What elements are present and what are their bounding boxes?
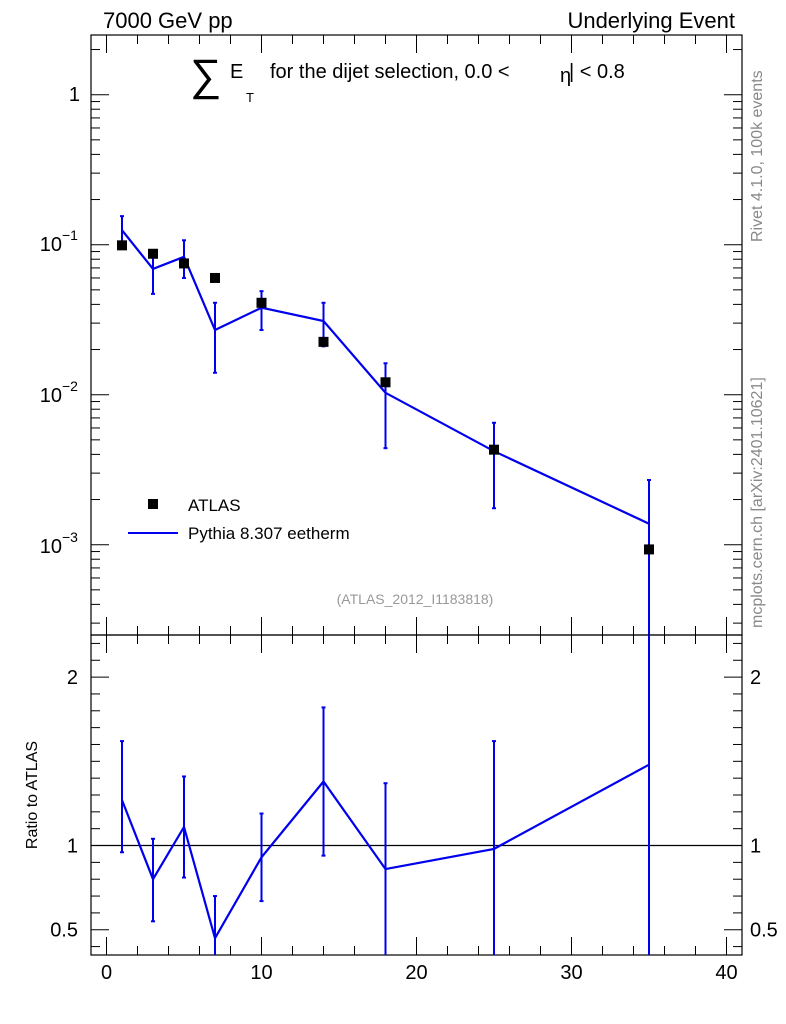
atlas-data-point [489,444,499,455]
y-tick-label-1e-3-exp: −3 [62,529,78,545]
legend-pythia-label: Pythia 8.307 eetherm [188,524,350,543]
mc-series-main [120,215,651,635]
main-y-tick-labels: 1 10 −1 10 −2 10 −3 [40,84,80,558]
y-tick-label-1e-2-base: 10 [40,385,62,407]
x-tick-label: 20 [405,962,427,984]
header-left: 7000 GeV pp [103,8,233,33]
y-tick-label-1e-2: 10 −2 [40,378,78,407]
ratio-y-tick-label-right: 1 [750,836,761,858]
ratio-axis-ticks [91,635,742,955]
y-tick-label-1e-3-base: 10 [40,536,62,558]
legend: ATLAS Pythia 8.307 eetherm [128,496,350,543]
main-axis-ticks [91,35,742,635]
y-tick-label-1e-1-exp: −1 [62,227,78,243]
x-tick-label: 40 [715,962,737,984]
plot-title: ∑ E T for the dijet selection, 0.0 < η |… [190,51,625,105]
atlas-data-point [117,240,127,251]
title-sum-symbol: ∑ [190,51,221,100]
y-tick-label-1: 1 [69,84,80,106]
y-tick-label-1e-1: 10 −1 [40,227,78,256]
atlas-data-series [117,240,654,555]
ratio-y-tick-label-left: 2 [67,667,78,689]
header-right: Underlying Event [567,8,735,33]
atlas-data-point [318,336,329,347]
ratio-panel-frame [90,634,743,956]
ratio-panel: 0.5 0.51 12 20 10 20 30 40 Ratio to ATLAS [24,634,778,984]
legend-atlas-marker [148,499,158,509]
y-tick-label-1e-3: 10 −3 [40,529,78,558]
ratio-y-tick-label-left: 0.5 [50,920,78,942]
title-eta-symbol: η [560,65,571,87]
atlas-data-point [380,377,391,388]
x-tick-label: 30 [560,962,582,984]
mc-ratio-series [120,635,650,955]
mcplots-label: mcplots.cern.ch [arXiv:2401.10621] [749,377,766,628]
x-tick-label: 10 [250,962,272,984]
atlas-data-point [179,258,189,269]
main-panel: 1 10 −1 10 −2 10 −3 ATLAS Pythia 8.307 e… [40,34,743,636]
atlas-data-point [210,272,220,283]
ratio-y-axis-label: Ratio to ATLAS [24,741,41,849]
atlas-data-point [148,248,158,259]
y-tick-label-1e-2-exp: −2 [62,378,78,394]
legend-atlas-label: ATLAS [188,496,241,515]
atlas-data-point [644,544,654,555]
rivet-version-label: Rivet 4.1.0, 100k events [749,70,766,242]
title-e: E [230,61,243,83]
title-sub-t: T [246,90,254,105]
atlas-data-point [256,297,267,308]
ratio-y-tick-label-right: 2 [750,667,761,689]
ratio-y-tick-label-left: 1 [67,836,78,858]
title-text-before-eta: for the dijet selection, 0.0 < [270,61,510,83]
analysis-id-label: (ATLAS_2012_I1183818) [337,591,494,607]
x-tick-label: 0 [101,962,112,984]
y-tick-label-1e-1-base: 10 [40,234,62,256]
ratio-y-tick-label-right: 0.5 [750,920,778,942]
ratio-tick-labels: 0.5 0.51 12 20 10 20 30 40 [50,667,778,984]
title-text-after-eta: | < 0.8 [569,61,625,83]
